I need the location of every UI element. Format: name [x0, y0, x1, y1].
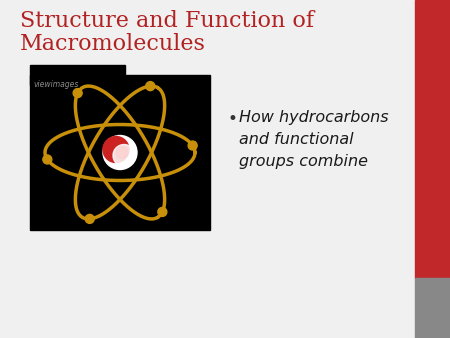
Circle shape [146, 81, 155, 91]
Circle shape [188, 141, 197, 150]
Text: How hydrocarbons: How hydrocarbons [239, 110, 389, 125]
Circle shape [103, 136, 137, 169]
Circle shape [158, 208, 167, 216]
Text: Macromolecules: Macromolecules [20, 33, 206, 55]
Circle shape [43, 155, 52, 164]
Text: Structure and Function of: Structure and Function of [20, 10, 314, 32]
Circle shape [113, 145, 135, 167]
Circle shape [103, 137, 129, 163]
Bar [30, 65, 125, 85]
Text: •: • [228, 110, 238, 128]
Text: and functional: and functional [239, 132, 354, 147]
Bar [415, 0, 450, 278]
Circle shape [116, 146, 128, 159]
Text: viewimages: viewimages [33, 80, 78, 89]
Circle shape [85, 214, 94, 223]
Bar [30, 75, 210, 230]
Bar [415, 278, 450, 338]
Circle shape [73, 89, 82, 98]
Text: groups combine: groups combine [239, 154, 368, 169]
